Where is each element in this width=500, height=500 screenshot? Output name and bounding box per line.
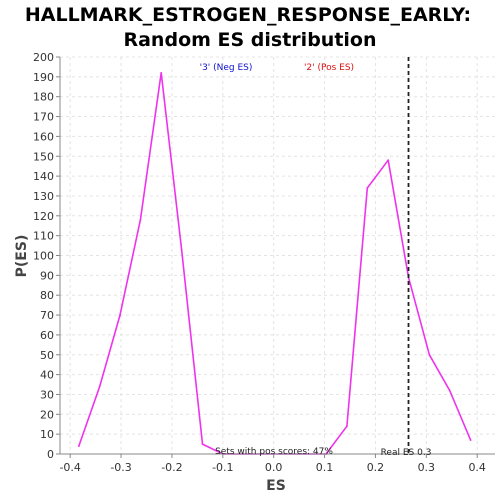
y-tick-label: 190 [33,71,54,84]
x-tick-label: -0.1 [212,461,233,474]
data-point [201,443,204,445]
data-point [119,314,121,316]
data-point [180,248,183,251]
chart-title-line1: HALLMARK_ESTROGEN_RESPONSE_EARLY: [25,4,471,26]
y-tick-label: 30 [40,388,54,401]
y-tick-label: 90 [40,269,54,282]
y-tick-label: 10 [40,428,54,441]
real-es-annotation: Real ES 0.3 [381,448,432,458]
y-tick-label: 60 [40,329,54,342]
y-tick-label: 50 [40,349,54,362]
data-point [428,353,431,356]
x-tick-label: 0.0 [265,461,283,474]
data-point [469,439,472,441]
y-tick-label: 70 [40,309,54,322]
y-tick-label: 110 [33,230,54,243]
y-tick-label: 100 [33,250,54,263]
y-tick-label: 120 [33,210,54,223]
x-tick-label: 0.2 [367,461,385,474]
y-axis-title: P(ES) [14,235,30,278]
y-tick-label: 40 [40,369,54,382]
data-point [387,159,390,162]
grid [60,56,495,455]
x-tick-label: -0.2 [161,461,182,474]
pos-scores-annotation: Sets with pos scores: 47% [215,447,333,457]
legend-neg-es: '3' (Neg ES) [200,63,253,73]
axes: 0 10 20 30 40 50 60 70 80 90 100 110 120 130 140 150 160… [33,51,495,474]
data-point [160,72,163,74]
y-tick-label: 80 [40,289,54,302]
data-point [346,425,348,428]
data-point [366,187,369,189]
data-point [77,445,80,447]
legend-pos-es: '2' (Pos ES) [304,63,354,73]
y-tick-label: 20 [40,408,54,421]
data-point [139,218,142,221]
x-tick-label: -0.3 [110,461,131,474]
chart-title-line2: Random ES distribution [123,29,376,51]
x-tick-label: 0.3 [418,461,436,474]
y-tick-label: 140 [33,170,54,183]
x-tick-label: 0.1 [316,461,334,474]
y-tick-label: 0 [47,448,54,461]
x-tick-label: -0.4 [59,461,80,474]
y-tick-label: 150 [33,150,54,163]
y-tick-label: 160 [33,130,54,143]
data-point [98,385,101,388]
y-tick-label: 170 [33,111,54,124]
x-axis-title: ES [266,478,286,494]
x-tick-label: 0.4 [468,461,486,474]
plot-area: 0 10 20 30 40 50 60 70 80 90 100 110 120 130 140 150 160… [33,51,495,474]
y-tick-label: 200 [33,51,54,64]
y-tick-label: 130 [33,190,54,203]
y-tick-label: 180 [33,91,54,104]
data-point [448,389,451,392]
